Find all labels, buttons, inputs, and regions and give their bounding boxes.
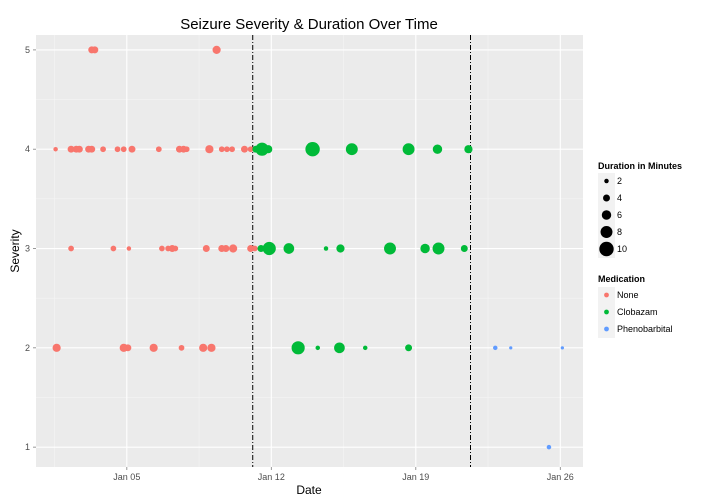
data-point	[212, 45, 221, 54]
x-tick-label: Jan 19	[402, 472, 429, 482]
data-points	[52, 45, 564, 450]
data-point	[91, 46, 99, 54]
data-point	[432, 144, 443, 154]
data-point	[159, 245, 165, 252]
data-point	[291, 341, 305, 355]
data-point	[323, 246, 329, 251]
y-tick-label: 3	[25, 244, 30, 254]
data-point	[247, 146, 254, 153]
data-point	[202, 245, 210, 252]
data-point	[218, 146, 225, 153]
size-legend-marker	[600, 226, 613, 238]
data-point	[128, 145, 136, 153]
size-legend-marker	[599, 241, 614, 257]
data-point	[384, 242, 396, 255]
size-legend-marker	[604, 178, 609, 184]
x-axis-title: Date	[296, 483, 322, 497]
x-tick-label: Jan 05	[113, 472, 140, 482]
data-point	[155, 146, 162, 153]
color-legend-label: Clobazam	[617, 307, 658, 317]
data-point	[68, 245, 74, 252]
data-point	[257, 245, 265, 252]
size-legend-label: 10	[617, 244, 627, 254]
x-tick-label: Jan 12	[258, 472, 285, 482]
data-point	[52, 343, 61, 352]
data-point	[124, 344, 132, 352]
reference-lines	[252, 35, 472, 467]
x-tick-label: Jan 26	[547, 472, 574, 482]
size-legend-label: 2	[617, 176, 622, 186]
data-point	[178, 344, 185, 351]
data-point	[53, 146, 58, 152]
y-axis-title: Severity	[8, 229, 22, 272]
data-point	[509, 346, 513, 350]
data-point	[560, 346, 564, 350]
data-point	[305, 142, 320, 157]
data-point	[334, 342, 345, 354]
data-point	[464, 145, 473, 154]
data-point	[315, 345, 320, 351]
data-point	[205, 145, 214, 154]
data-point	[251, 245, 258, 252]
color-legend-marker	[604, 326, 609, 332]
size-legend-label: 4	[617, 193, 622, 203]
data-point	[345, 143, 358, 156]
y-tick-label: 5	[25, 45, 30, 55]
data-point	[283, 243, 295, 254]
y-tick-label: 1	[25, 442, 30, 452]
size-legend: Duration in Minutes 2 4 6 8 10	[598, 161, 682, 258]
data-point	[255, 142, 269, 156]
data-point	[183, 146, 190, 153]
color-legend-label: None	[617, 290, 639, 300]
x-axis-ticks: Jan 05 Jan 12 Jan 19 Jan 26	[113, 467, 574, 482]
data-point	[247, 245, 255, 252]
data-point	[240, 145, 248, 153]
data-point	[114, 146, 121, 153]
data-point	[207, 343, 216, 352]
data-point	[460, 245, 468, 252]
size-legend-title: Duration in Minutes	[598, 161, 682, 171]
data-point	[149, 343, 158, 352]
chart-title: Seizure Severity & Duration Over Time	[180, 16, 438, 33]
data-point	[126, 246, 132, 251]
color-legend-marker	[604, 309, 609, 315]
data-point	[402, 143, 415, 156]
data-point	[67, 145, 75, 153]
color-legend: Medication None Clobazam Phenobarbital	[598, 274, 673, 338]
data-point	[336, 244, 345, 253]
data-point	[362, 345, 368, 351]
data-point	[264, 145, 273, 154]
data-point	[224, 146, 230, 153]
data-point	[405, 344, 413, 352]
data-point	[120, 146, 127, 153]
data-point	[546, 444, 552, 450]
data-point	[229, 146, 235, 153]
data-point	[100, 146, 106, 153]
data-point	[199, 343, 208, 352]
data-point	[222, 245, 230, 252]
y-tick-label: 4	[25, 144, 30, 154]
data-point	[229, 244, 238, 253]
color-legend-marker	[604, 292, 609, 298]
data-point	[75, 145, 83, 153]
data-point	[110, 245, 117, 252]
data-point	[420, 243, 430, 254]
data-point	[172, 245, 179, 252]
color-legend-label: Phenobarbital	[617, 324, 673, 334]
size-legend-marker	[601, 210, 612, 220]
data-point	[88, 145, 96, 153]
data-point	[432, 242, 445, 255]
data-point	[262, 241, 276, 256]
size-legend-marker	[603, 194, 610, 202]
y-tick-label: 2	[25, 343, 30, 353]
size-legend-label: 6	[617, 210, 622, 220]
size-legend-label: 8	[617, 227, 622, 237]
data-point	[493, 345, 498, 351]
color-legend-title: Medication	[598, 274, 645, 284]
y-axis-ticks: 1 2 3 4 5	[25, 45, 36, 452]
